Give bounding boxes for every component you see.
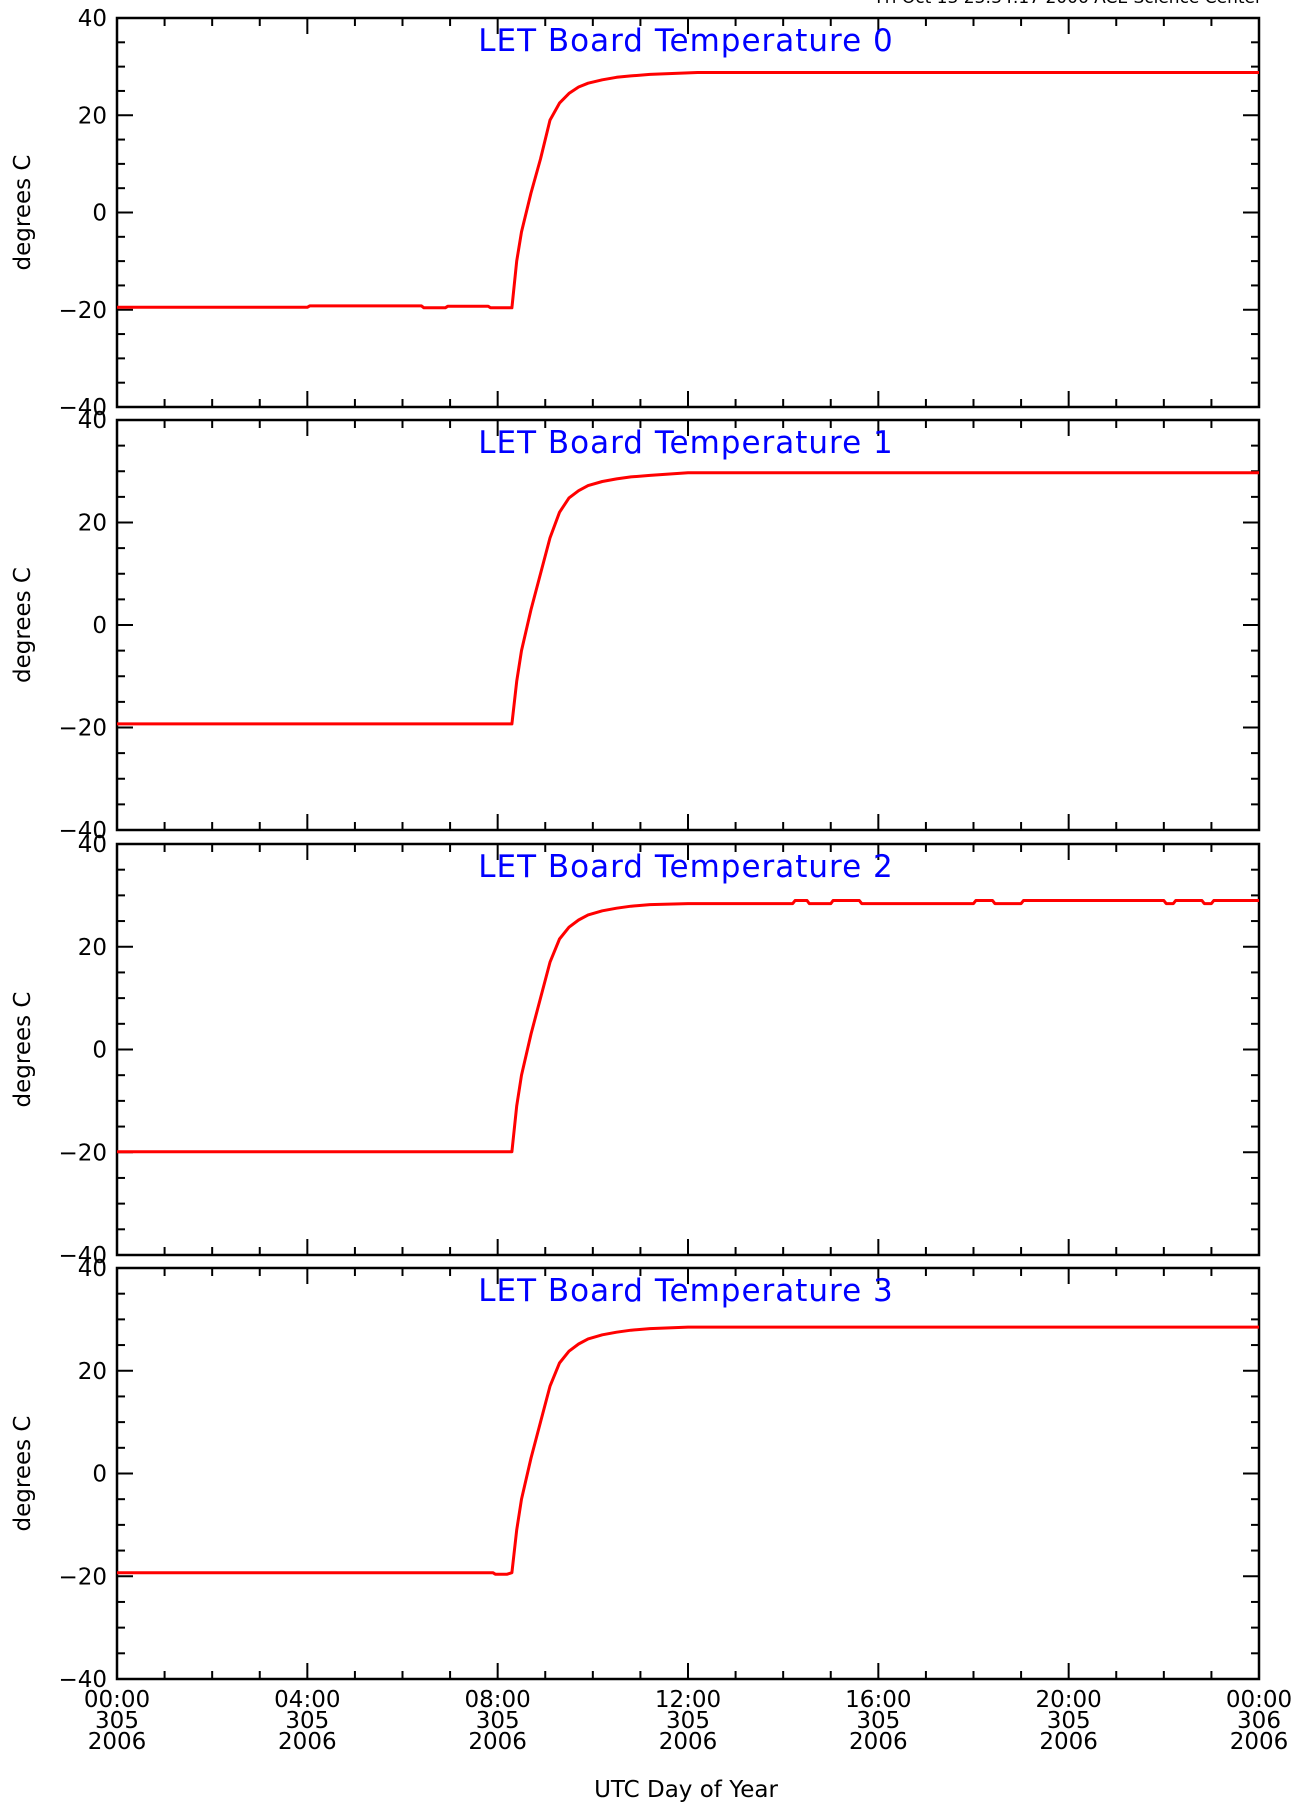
- x-tick-time: 04:00: [274, 1687, 340, 1713]
- y-tick-label: 0: [92, 613, 107, 639]
- y-tick-label: 40: [78, 832, 107, 858]
- x-tick-doy: 305: [95, 1708, 139, 1734]
- series-line-0: [117, 471, 1259, 726]
- panel-title: LET Board Temperature 1: [478, 425, 894, 461]
- plot-frame: [115, 418, 1261, 832]
- x-axis-labels: 00:00305200604:00305200608:00305200612:0…: [84, 1687, 1292, 1755]
- y-tick-label: 20: [78, 935, 107, 961]
- panel-title: LET Board Temperature 2: [478, 849, 894, 885]
- plot-frame: [115, 1266, 1261, 1681]
- y-tick-label: 20: [78, 511, 107, 537]
- panel-0: −40 −20 0 20 40 LET Board Temperature 0 degree…: [10, 6, 1261, 421]
- panel-1: −40 −20 0 20 40 LET Board Temperature 1 degree…: [10, 408, 1261, 844]
- y-tick-label: 0: [92, 1038, 107, 1064]
- x-tick-doy: 305: [666, 1708, 710, 1734]
- y-tick-label: −40: [58, 395, 107, 421]
- series-line-0: [117, 71, 1259, 310]
- x-tick-time: 00:00: [84, 1687, 150, 1713]
- plot-frame: [115, 16, 1261, 409]
- x-tick-year: 2006: [1230, 1729, 1289, 1755]
- y-tick-label: 40: [78, 6, 107, 32]
- panel-3: −40 −20 0 20 40 LET Board Temperature 3 degree…: [10, 1256, 1261, 1693]
- y-tick-label: 20: [78, 1359, 107, 1385]
- y-axis-label: degrees C: [10, 1416, 36, 1532]
- y-tick-label: −20: [58, 716, 107, 742]
- y-tick-label: −40: [58, 1243, 107, 1269]
- x-tick-year: 2006: [468, 1729, 527, 1755]
- plot-frame: [115, 842, 1261, 1257]
- panels-group: −40 −20 0 20 40 LET Board Temperature 0 degree…: [10, 6, 1261, 1693]
- panel-title: LET Board Temperature 3: [478, 1273, 894, 1309]
- y-tick-label: −40: [58, 1667, 107, 1693]
- header-timestamp: Fri Oct 13 23:34:17 2006 ACE Science Cen…: [876, 0, 1262, 8]
- x-tick-doy: 306: [1237, 1708, 1281, 1734]
- x-tick-doy: 305: [856, 1708, 900, 1734]
- x-tick-year: 2006: [659, 1729, 718, 1755]
- panel-title: LET Board Temperature 0: [478, 23, 894, 59]
- y-tick-label: 40: [78, 408, 107, 434]
- y-axis-label: degrees C: [10, 155, 36, 271]
- x-axis-label: UTC Day of Year: [594, 1777, 778, 1803]
- x-tick-year: 2006: [88, 1729, 147, 1755]
- y-tick-label: −20: [58, 1140, 107, 1166]
- x-tick-doy: 305: [1047, 1708, 1091, 1734]
- panel-2: −40 −20 0 20 40 LET Board Temperature 2 degree…: [10, 832, 1261, 1269]
- x-tick-doy: 305: [476, 1708, 520, 1734]
- y-tick-label: −20: [58, 1564, 107, 1590]
- y-tick-label: 20: [78, 103, 107, 129]
- x-tick-year: 2006: [1039, 1729, 1098, 1755]
- x-tick-time: 16:00: [845, 1687, 911, 1713]
- y-tick-label: 0: [92, 1462, 107, 1488]
- x-tick-year: 2006: [278, 1729, 337, 1755]
- y-tick-label: −40: [58, 818, 107, 844]
- series-line-0: [117, 899, 1259, 1154]
- x-tick-doy: 305: [285, 1708, 329, 1734]
- series-line-0: [117, 1325, 1259, 1576]
- x-tick-time: 20:00: [1036, 1687, 1102, 1713]
- x-tick-time: 12:00: [655, 1687, 721, 1713]
- x-tick-time: 08:00: [465, 1687, 531, 1713]
- y-axis-label: degrees C: [10, 567, 36, 683]
- y-tick-label: 0: [92, 201, 107, 227]
- y-tick-label: 40: [78, 1256, 107, 1282]
- x-tick-time: 00:00: [1226, 1687, 1292, 1713]
- y-axis-label: degrees C: [10, 992, 36, 1108]
- x-tick-year: 2006: [849, 1729, 908, 1755]
- y-tick-label: −20: [58, 298, 107, 324]
